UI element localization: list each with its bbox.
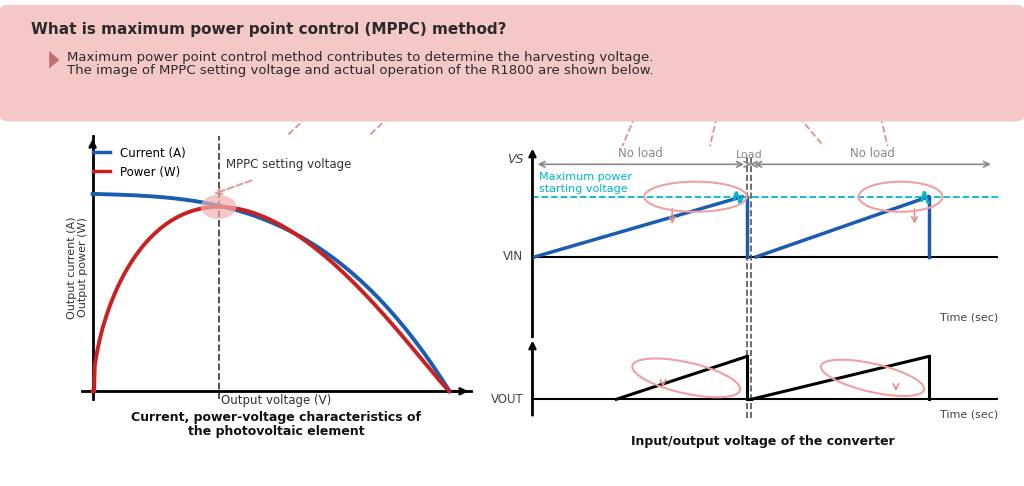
- Text: What is maximum power point control (MPPC) method?: What is maximum power point control (MPP…: [31, 22, 506, 37]
- Text: VIN: VIN: [503, 250, 523, 263]
- Text: VS: VS: [507, 153, 523, 166]
- Text: Load: Load: [736, 150, 763, 160]
- Text: Current, power-voltage characteristics of: Current, power-voltage characteristics o…: [131, 411, 422, 424]
- Ellipse shape: [201, 195, 237, 219]
- Text: Time (sec): Time (sec): [940, 410, 998, 420]
- Text: MPPC setting voltage: MPPC setting voltage: [225, 158, 351, 171]
- Legend: Current (A), Power (W): Current (A), Power (W): [88, 142, 190, 183]
- X-axis label: Output voltage (V): Output voltage (V): [221, 394, 332, 407]
- Text: The image of MPPC setting voltage and actual operation of the R1800 are shown be: The image of MPPC setting voltage and ac…: [67, 64, 653, 77]
- Y-axis label: Output current (A)
Output power (W): Output current (A) Output power (W): [67, 216, 88, 318]
- Text: VOUT: VOUT: [490, 393, 523, 406]
- Text: No load: No load: [618, 147, 664, 160]
- Text: Input/output voltage of the converter: Input/output voltage of the converter: [631, 435, 895, 448]
- Text: the photovoltaic element: the photovoltaic element: [188, 425, 365, 438]
- Text: Time (sec): Time (sec): [940, 312, 998, 322]
- Text: No load: No load: [850, 147, 895, 160]
- Text: Maximum power
starting voltage: Maximum power starting voltage: [540, 172, 633, 194]
- Text: Maximum power point control method contributes to determine the harvesting volta: Maximum power point control method contr…: [67, 51, 653, 64]
